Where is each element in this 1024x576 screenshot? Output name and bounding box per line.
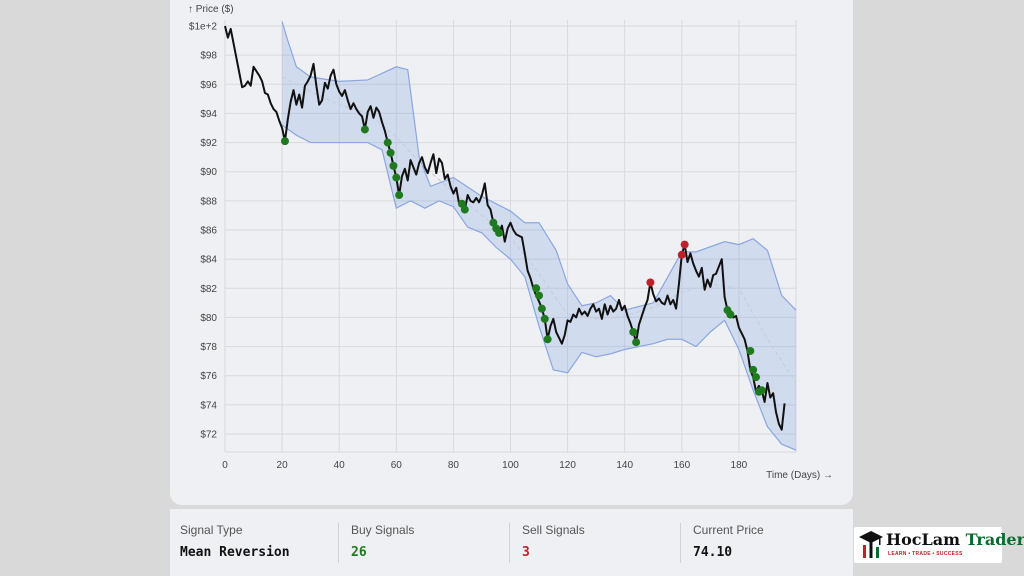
y-tick-label: $84	[200, 255, 217, 266]
price-chart: $72 $74 $76 $78 $80 $82 $84 $86 $88 $90 $92 $94 $96 $…	[188, 4, 833, 481]
y-tick-label: $82	[200, 284, 217, 295]
y-tick-label: $96	[200, 80, 217, 91]
buy-signal-marker	[629, 328, 638, 336]
y-tick-label: $94	[200, 109, 217, 120]
y-tick-label: $92	[200, 138, 217, 149]
x-tick-label: 40	[334, 460, 346, 471]
sell-signal-marker	[646, 278, 655, 287]
logo-name-a: HocLam	[886, 530, 961, 549]
divider	[338, 523, 339, 563]
sell-signals-label: Sell Signals	[522, 523, 585, 537]
buy-signals-value: 26	[351, 545, 367, 560]
buy-signal-marker	[746, 346, 755, 355]
y-tick-label: $1e+2	[189, 22, 218, 33]
price-line	[224, 25, 786, 431]
buy-signal-marker	[752, 373, 761, 382]
stat-sell-signals: Sell Signals 3	[522, 523, 585, 560]
buy-signal-marker	[360, 125, 369, 134]
x-tick-label: 140	[616, 460, 633, 471]
x-tick-label: 60	[391, 460, 403, 471]
x-tick-label: 160	[673, 460, 690, 471]
buy-signal-marker	[726, 310, 735, 319]
y-tick-label: $76	[200, 371, 217, 382]
x-tick-label: 20	[277, 460, 289, 471]
stat-buy-signals: Buy Signals 26	[351, 523, 414, 560]
y-tick-label: $72	[200, 430, 217, 441]
sell-signal-marker	[680, 240, 689, 249]
stats-bar: Signal Type Mean Reversion Buy Signals 2…	[170, 509, 853, 576]
y-tick-label: $98	[200, 51, 217, 62]
buy-signal-marker	[532, 284, 541, 293]
signal-type-value: Mean Reversion	[180, 545, 290, 560]
x-tick-label: 100	[502, 460, 519, 471]
current-price-label: Current Price	[693, 523, 764, 537]
x-tick-label: 120	[559, 460, 576, 471]
buy-signal-marker	[757, 386, 766, 395]
band-upper-line	[281, 21, 797, 311]
x-axis-label: Time (Days) →	[766, 470, 833, 481]
buy-signal-marker	[540, 314, 549, 323]
buy-signal-marker	[749, 365, 758, 374]
band-lower-line	[281, 124, 797, 451]
buy-signal-marker	[535, 291, 544, 300]
buy-signal-marker	[392, 173, 401, 182]
brand-logo: HocLam Trader LEARN • TRADE • SUCCESS	[854, 527, 1024, 563]
x-tick-label: 180	[731, 460, 748, 471]
buy-signal-marker	[389, 161, 398, 170]
y-tick-label: $80	[200, 313, 217, 324]
logo-mark-icon	[859, 531, 883, 558]
signal-type-label: Signal Type	[180, 523, 243, 537]
band-fill	[282, 21, 797, 451]
sell-signal-marker	[677, 250, 686, 259]
buy-signal-marker	[460, 205, 469, 214]
current-price-value: 74.10	[693, 545, 733, 560]
logo-tagline: LEARN • TRADE • SUCCESS	[888, 551, 963, 557]
y-tick-label: $78	[200, 342, 217, 353]
y-tick-label: $88	[200, 196, 217, 207]
y-axis-label: ↑ Price ($)	[188, 4, 234, 15]
stat-signal-type: Signal Type Mean Reversion	[180, 523, 290, 560]
logo-name: HocLam Trader	[886, 530, 1024, 549]
x-tick-label: 0	[222, 460, 228, 471]
buy-signal-marker	[386, 148, 395, 157]
divider	[509, 523, 510, 563]
sell-signals-value: 3	[522, 545, 530, 560]
stat-current-price: Current Price 74.10	[693, 523, 764, 560]
buy-signals-label: Buy Signals	[351, 523, 415, 537]
buy-signal-marker	[495, 228, 504, 237]
x-tick-label: 80	[448, 460, 460, 471]
buy-signal-marker	[543, 335, 552, 344]
y-tick-label: $74	[200, 400, 217, 411]
y-tick-label: $86	[200, 226, 217, 237]
buy-signal-marker	[537, 304, 546, 313]
y-tick-label: $90	[200, 167, 217, 178]
logo-name-b: Trader	[965, 530, 1024, 549]
buy-signal-marker	[395, 191, 404, 200]
buy-signal-marker	[280, 137, 289, 146]
divider	[680, 523, 681, 563]
buy-signal-marker	[383, 138, 392, 147]
buy-signal-marker	[632, 338, 641, 347]
